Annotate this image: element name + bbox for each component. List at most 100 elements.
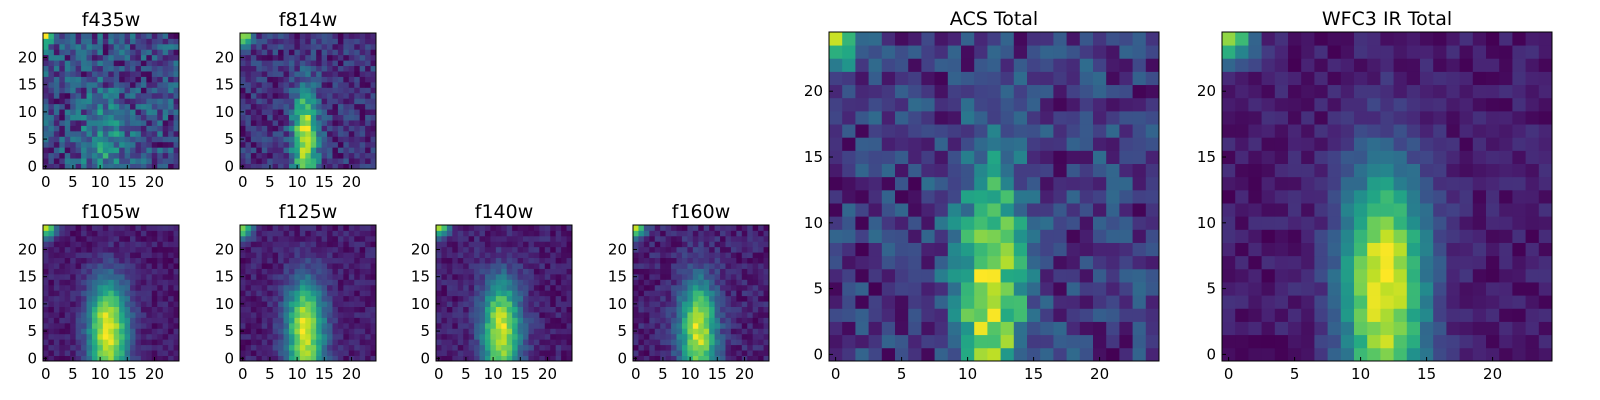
heatmap-cell	[354, 152, 361, 159]
heatmap-cell	[337, 130, 344, 137]
heatmap-cell	[763, 290, 770, 297]
heatmap-cell	[1261, 268, 1276, 283]
heatmap-cell	[643, 252, 650, 259]
heatmap-cell	[130, 350, 136, 356]
heatmap-cell	[146, 355, 153, 362]
heatmap-cell	[261, 141, 268, 148]
heatmap-cell	[305, 54, 312, 61]
heatmap-cell	[53, 141, 60, 148]
heatmap-cell	[86, 76, 93, 83]
heatmap-cell	[921, 255, 935, 270]
heatmap-cell	[1145, 347, 1160, 362]
x-tick-label: 20	[342, 365, 361, 383]
heatmap-cell	[75, 333, 82, 340]
heatmap-cell	[240, 235, 246, 242]
heatmap-cell	[294, 322, 301, 329]
heatmap-cell	[173, 322, 180, 329]
heatmap-cell	[48, 141, 55, 148]
heatmap-cell	[752, 241, 759, 248]
heatmap-cell	[64, 103, 71, 110]
heatmap-cell	[97, 263, 104, 269]
heatmap-cell	[457, 263, 464, 269]
heatmap-cell	[730, 322, 737, 329]
heatmap-cell	[490, 328, 497, 335]
heatmap-cell	[1420, 229, 1434, 243]
heatmap-cell	[250, 339, 257, 346]
heatmap-cell	[261, 279, 268, 286]
heatmap-cell	[267, 141, 274, 148]
heatmap-cell	[283, 312, 290, 318]
heatmap-cell	[59, 71, 66, 77]
heatmap-cell	[555, 246, 562, 253]
heatmap-cell	[1433, 137, 1447, 151]
heatmap-cell	[633, 235, 639, 242]
heatmap-cell	[256, 109, 263, 115]
heatmap-cell	[633, 312, 639, 318]
heatmap-cell	[119, 333, 125, 340]
heatmap-cell	[692, 295, 699, 302]
heatmap-cell	[348, 257, 355, 264]
heatmap-cell	[1288, 229, 1302, 243]
heatmap-cell	[681, 328, 688, 335]
heatmap-cell	[130, 295, 136, 302]
heatmap-cell	[1145, 189, 1160, 204]
heatmap-cell	[108, 339, 115, 346]
heatmap-cell	[162, 350, 169, 356]
heatmap-cell	[135, 241, 142, 248]
heatmap-cell	[544, 268, 551, 275]
heatmap-cell	[354, 252, 361, 259]
heatmap-cell	[86, 241, 93, 248]
heatmap-cell	[687, 252, 694, 259]
heatmap-cell	[348, 344, 355, 351]
heatmap-cell	[974, 110, 988, 125]
heatmap-cell	[135, 54, 142, 61]
heatmap-cell	[550, 317, 557, 324]
heatmap-cell	[337, 284, 344, 291]
heatmap-cell	[474, 284, 480, 291]
heatmap-cell	[1525, 295, 1540, 309]
heatmap-cell	[316, 268, 322, 275]
heatmap-cell	[741, 284, 748, 291]
heatmap-cell	[64, 54, 71, 61]
heatmap-cell	[240, 147, 246, 154]
heatmap-cell	[1314, 347, 1328, 362]
heatmap-cell	[895, 150, 909, 164]
heatmap-cell	[1066, 216, 1081, 230]
heatmap-cell	[146, 49, 153, 56]
heatmap-cell	[53, 92, 60, 99]
heatmap-cell	[1420, 150, 1434, 164]
heatmap-cell	[550, 322, 557, 329]
heatmap-cell	[310, 147, 317, 154]
heatmap-cell	[681, 333, 688, 340]
heatmap-cell	[348, 328, 355, 335]
heatmap-cell	[1354, 189, 1368, 204]
heatmap-cell	[649, 241, 656, 248]
heatmap-cell	[75, 273, 82, 280]
heatmap-cell	[343, 98, 350, 105]
heatmap-cell	[1000, 242, 1015, 257]
heatmap-cell	[70, 344, 77, 351]
heatmap-cell	[561, 339, 567, 346]
heatmap-cell	[108, 252, 115, 259]
x-tick-label: 15	[315, 365, 334, 383]
heatmap-cell	[855, 189, 869, 204]
heatmap-cell	[528, 328, 535, 335]
heatmap-cell	[135, 92, 142, 99]
heatmap-cell	[1393, 308, 1408, 322]
heatmap-cell	[245, 355, 252, 362]
heatmap-cell	[245, 295, 252, 302]
heatmap-cell	[758, 301, 764, 307]
heatmap-cell	[59, 76, 66, 83]
heatmap-cell	[64, 322, 71, 329]
heatmap-cell	[1248, 150, 1262, 164]
heatmap-cell	[974, 347, 988, 362]
heatmap-cell	[523, 284, 529, 291]
heatmap-cell	[267, 65, 274, 72]
heatmap-cell	[947, 282, 962, 296]
heatmap-cell	[671, 312, 677, 318]
heatmap-cell	[506, 284, 513, 291]
heatmap-cell	[974, 32, 988, 46]
heatmap-cell	[703, 355, 710, 362]
heatmap-cell	[86, 103, 93, 110]
heatmap-cell	[294, 120, 301, 126]
